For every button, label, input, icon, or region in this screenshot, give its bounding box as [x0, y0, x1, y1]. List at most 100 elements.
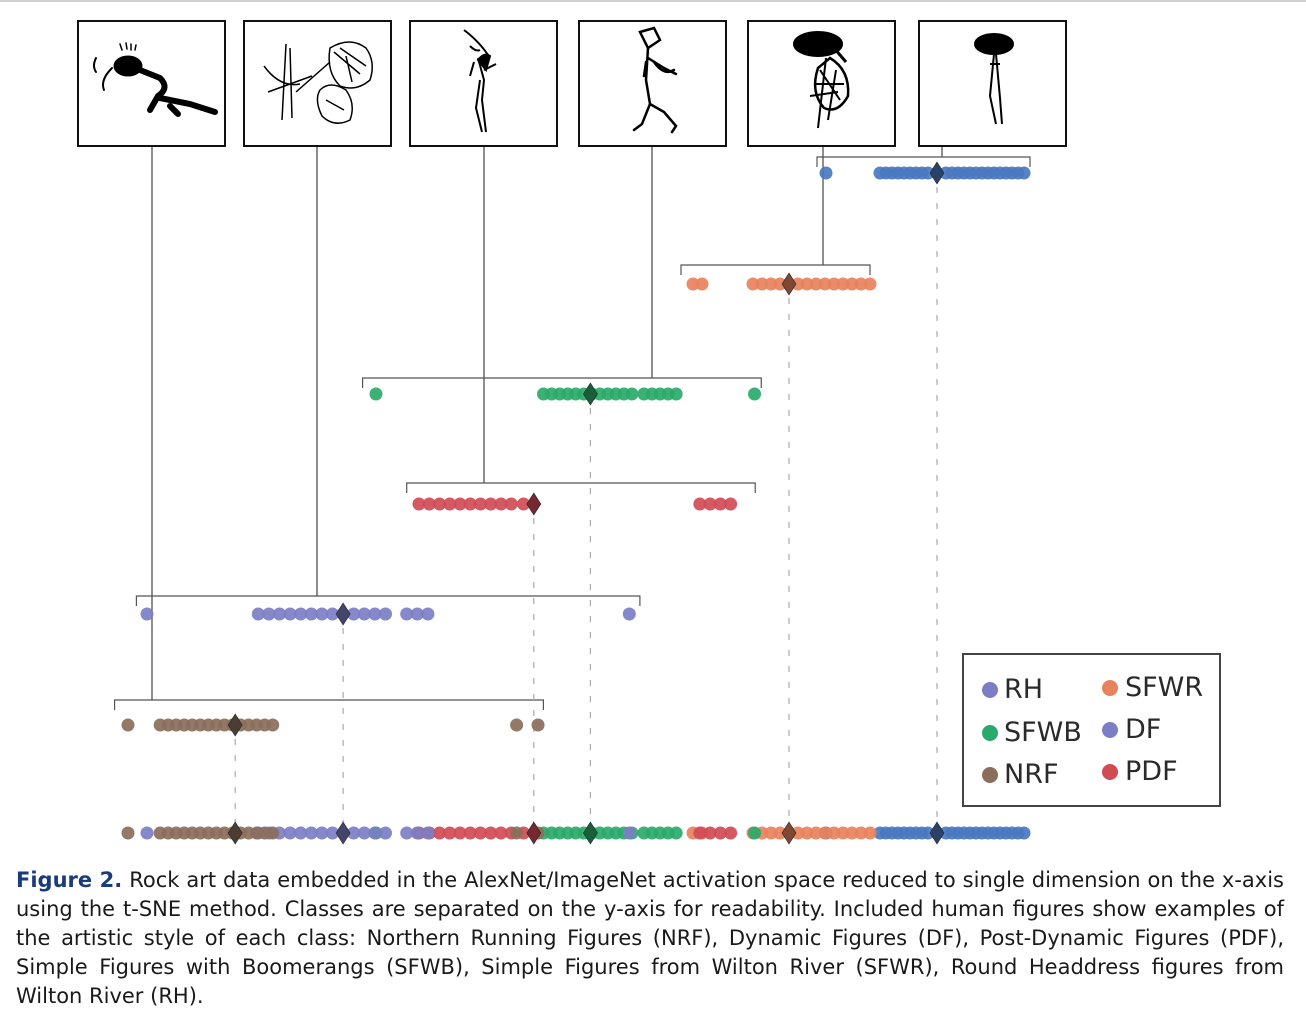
combined-mean-nrf [227, 821, 243, 845]
point-rh [819, 166, 833, 180]
combined-point-df [283, 826, 297, 840]
point-pdf [463, 497, 477, 511]
combined-point-df [304, 826, 318, 840]
combined-point-df [347, 826, 361, 840]
thumbnail-pdf [409, 20, 558, 147]
combined-point-sfwr [764, 826, 778, 840]
point-sfwb [625, 387, 639, 401]
combined-point-pdf [453, 826, 467, 840]
combined-point-pdf [463, 826, 477, 840]
point-rh [1017, 166, 1031, 180]
point-df [400, 607, 414, 621]
bracket-sfwr [680, 264, 871, 275]
figure-caption-text: Rock art data embedded in the AlexNet/Im… [16, 868, 1285, 1008]
point-df [347, 607, 361, 621]
combined-point-sfwr [863, 826, 877, 840]
combined-point-sfwb [748, 826, 762, 840]
point-sfwb [669, 387, 683, 401]
bracket-nrf [114, 699, 544, 710]
thumbnail-row [77, 20, 1067, 147]
point-sfwr [800, 277, 814, 291]
mean-marker-rh [929, 161, 945, 185]
point-pdf [693, 497, 707, 511]
thumbnail-rh [918, 20, 1067, 147]
combined-point-pdf [484, 826, 498, 840]
combined-point-df [622, 826, 636, 840]
legend-marker-df [1102, 722, 1118, 738]
point-df [357, 607, 371, 621]
combined-mean-sfwr [781, 821, 797, 845]
mean-marker-pdf [526, 492, 542, 516]
combined-point-df [140, 826, 154, 840]
mean-marker-sfwr [781, 272, 797, 296]
point-sfwr [695, 277, 709, 291]
bracket-sfwb [362, 377, 762, 388]
point-sfwb [748, 387, 762, 401]
combined-point-pdf [693, 826, 707, 840]
legend-item-df: DF [1102, 714, 1161, 745]
point-sfwr [791, 277, 805, 291]
combined-point-df [315, 826, 329, 840]
point-df [410, 607, 424, 621]
bracket-df [135, 595, 641, 606]
point-df [421, 607, 435, 621]
point-df [294, 607, 308, 621]
combined-mean-sfwb [583, 821, 598, 845]
combined-point-df [379, 826, 392, 840]
point-nrf [510, 718, 524, 732]
class-means [227, 161, 945, 845]
point-sfwb [369, 387, 383, 401]
combined-point-df [326, 826, 339, 840]
legend-item-sfwr: SFWR [1102, 672, 1203, 703]
post-dynamic-figure-icon [463, 29, 497, 133]
point-pdf [484, 497, 498, 511]
legend-label-df: DF [1125, 714, 1161, 745]
tsne-strip-plot: RH SFWR SFWB DF NRF PDF [77, 20, 1221, 845]
mean-guide-lines [234, 187, 938, 823]
point-df [326, 607, 339, 621]
point-pdf [703, 497, 717, 511]
combined-point-pdf [443, 826, 457, 840]
combined-point-nrf [266, 826, 280, 840]
running-figure-icon [93, 42, 218, 117]
point-pdf [724, 497, 738, 511]
top-rule [0, 0, 1306, 2]
combined-point-sfwr [854, 826, 868, 840]
point-sfwr [755, 277, 769, 291]
thumbnail-nrf [77, 20, 226, 147]
point-pdf [443, 497, 457, 511]
point-pdf [494, 497, 508, 511]
point-df [379, 607, 392, 621]
combined-point-nrf [510, 826, 524, 840]
point-df [622, 607, 636, 621]
combined-point-sfwr [809, 826, 823, 840]
combined-point-df [357, 826, 371, 840]
combined-point-sfwr [791, 826, 805, 840]
point-pdf [422, 497, 436, 511]
legend-item-pdf: PDF [1102, 756, 1178, 787]
class-brackets [114, 156, 1031, 710]
mean-marker-sfwb [583, 382, 598, 406]
point-sfwr [746, 277, 760, 291]
point-sfwr [773, 277, 787, 291]
combined-point-sfwr [836, 826, 850, 840]
combined-point-pdf [433, 826, 446, 840]
combined-point-sfwr [800, 826, 814, 840]
data-points [121, 166, 1031, 840]
point-sfwr [764, 277, 778, 291]
bracket-pdf [406, 482, 756, 493]
point-df [304, 607, 318, 621]
point-df [283, 607, 297, 621]
point-nrf [531, 718, 545, 732]
combined-point-df [421, 826, 435, 840]
combined-point-df [400, 826, 414, 840]
mean-marker-nrf [227, 713, 243, 737]
point-pdf [504, 497, 518, 511]
legend-marker-sfwr [1102, 680, 1118, 696]
legend-marker-pdf [1102, 764, 1118, 780]
combined-point-df [410, 826, 424, 840]
combined-point-rh [921, 826, 935, 840]
combined-mean-pdf [526, 821, 542, 845]
figure-label: Figure 2. [16, 868, 123, 892]
wilton-figure-icon [793, 31, 850, 129]
